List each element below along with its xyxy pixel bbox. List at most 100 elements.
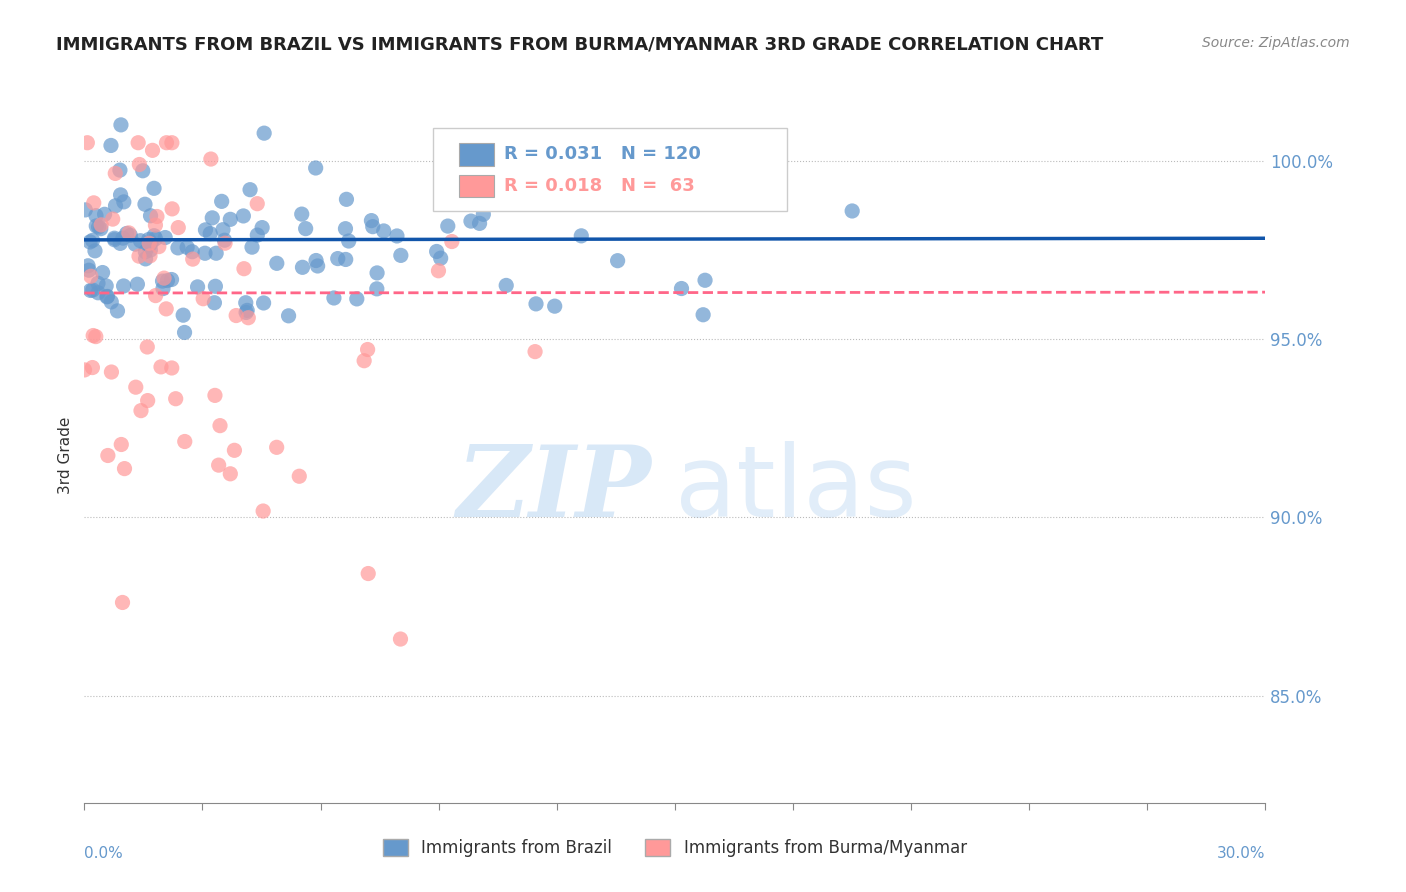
Point	[204, 388, 226, 402]
Point	[194, 246, 217, 260]
Point	[145, 288, 167, 302]
Point	[84, 329, 107, 343]
Point	[103, 233, 125, 247]
Point	[160, 136, 183, 150]
Point	[524, 344, 547, 359]
Point	[84, 209, 107, 223]
Point	[693, 273, 716, 287]
Point	[167, 220, 190, 235]
Point	[291, 207, 314, 221]
Point	[366, 266, 388, 280]
Point	[472, 207, 495, 221]
Point	[214, 233, 236, 247]
Point	[360, 213, 382, 227]
Point	[79, 284, 101, 298]
Point	[84, 219, 107, 233]
Point	[107, 304, 129, 318]
Point	[600, 145, 623, 160]
Point	[77, 259, 100, 273]
Point	[138, 239, 160, 253]
Point	[181, 244, 204, 259]
Point	[141, 236, 163, 251]
Point	[112, 279, 135, 293]
Point	[235, 305, 257, 319]
Y-axis label: 3rd Grade: 3rd Grade	[58, 417, 73, 493]
Point	[173, 434, 195, 449]
Point	[73, 363, 96, 377]
Point	[307, 259, 329, 273]
Point	[103, 231, 125, 245]
Point	[90, 218, 112, 232]
Point	[110, 437, 132, 451]
Point	[152, 274, 174, 288]
Point	[389, 632, 412, 646]
Point	[305, 161, 328, 175]
Point	[569, 228, 592, 243]
Point	[83, 195, 105, 210]
Point	[139, 249, 162, 263]
Point	[138, 233, 160, 247]
Point	[277, 309, 299, 323]
Point	[143, 181, 166, 195]
Point	[427, 264, 450, 278]
Text: R = 0.018   N =  63: R = 0.018 N = 63	[503, 177, 695, 194]
Text: ZIP: ZIP	[457, 442, 651, 538]
Text: 0.0%: 0.0%	[84, 846, 124, 861]
Point	[127, 277, 149, 292]
Point	[160, 361, 183, 376]
Point	[346, 292, 368, 306]
Point	[176, 240, 198, 254]
Point	[110, 236, 132, 251]
Point	[90, 221, 112, 235]
Text: 30.0%: 30.0%	[1218, 846, 1265, 861]
Point	[82, 233, 104, 247]
Point	[118, 226, 141, 240]
Point	[146, 210, 169, 224]
Point	[366, 282, 388, 296]
Point	[544, 299, 567, 313]
Point	[148, 239, 170, 253]
Point	[96, 289, 118, 303]
Point	[128, 157, 150, 171]
Point	[110, 187, 132, 202]
Point	[219, 467, 242, 481]
Point	[181, 252, 204, 266]
Point	[160, 272, 183, 286]
Point	[108, 163, 131, 178]
Point	[224, 443, 246, 458]
Point	[291, 260, 314, 275]
Point	[97, 449, 120, 463]
Point	[201, 211, 224, 225]
Point	[75, 202, 97, 217]
Point	[246, 196, 269, 211]
Text: Source: ZipAtlas.com: Source: ZipAtlas.com	[1202, 36, 1350, 50]
Point	[225, 309, 247, 323]
Point	[77, 263, 100, 277]
Point	[111, 595, 134, 609]
Point	[323, 291, 346, 305]
Point	[252, 504, 274, 518]
Point	[238, 310, 260, 325]
Point	[200, 152, 222, 166]
Point	[82, 283, 104, 297]
Point	[385, 229, 408, 244]
Point	[239, 183, 262, 197]
Point	[104, 199, 127, 213]
Point	[357, 566, 380, 581]
Point	[236, 303, 259, 318]
Point	[288, 469, 311, 483]
Point	[353, 353, 375, 368]
Point	[134, 197, 156, 211]
Point	[426, 244, 449, 259]
Point	[153, 271, 176, 285]
Point	[440, 235, 463, 249]
Point	[294, 221, 316, 235]
Point	[214, 236, 236, 251]
Point	[101, 212, 124, 227]
Point	[124, 237, 146, 252]
Point	[96, 279, 118, 293]
Point	[305, 253, 328, 268]
Point	[79, 235, 101, 249]
Point	[167, 241, 190, 255]
Point	[120, 228, 142, 243]
